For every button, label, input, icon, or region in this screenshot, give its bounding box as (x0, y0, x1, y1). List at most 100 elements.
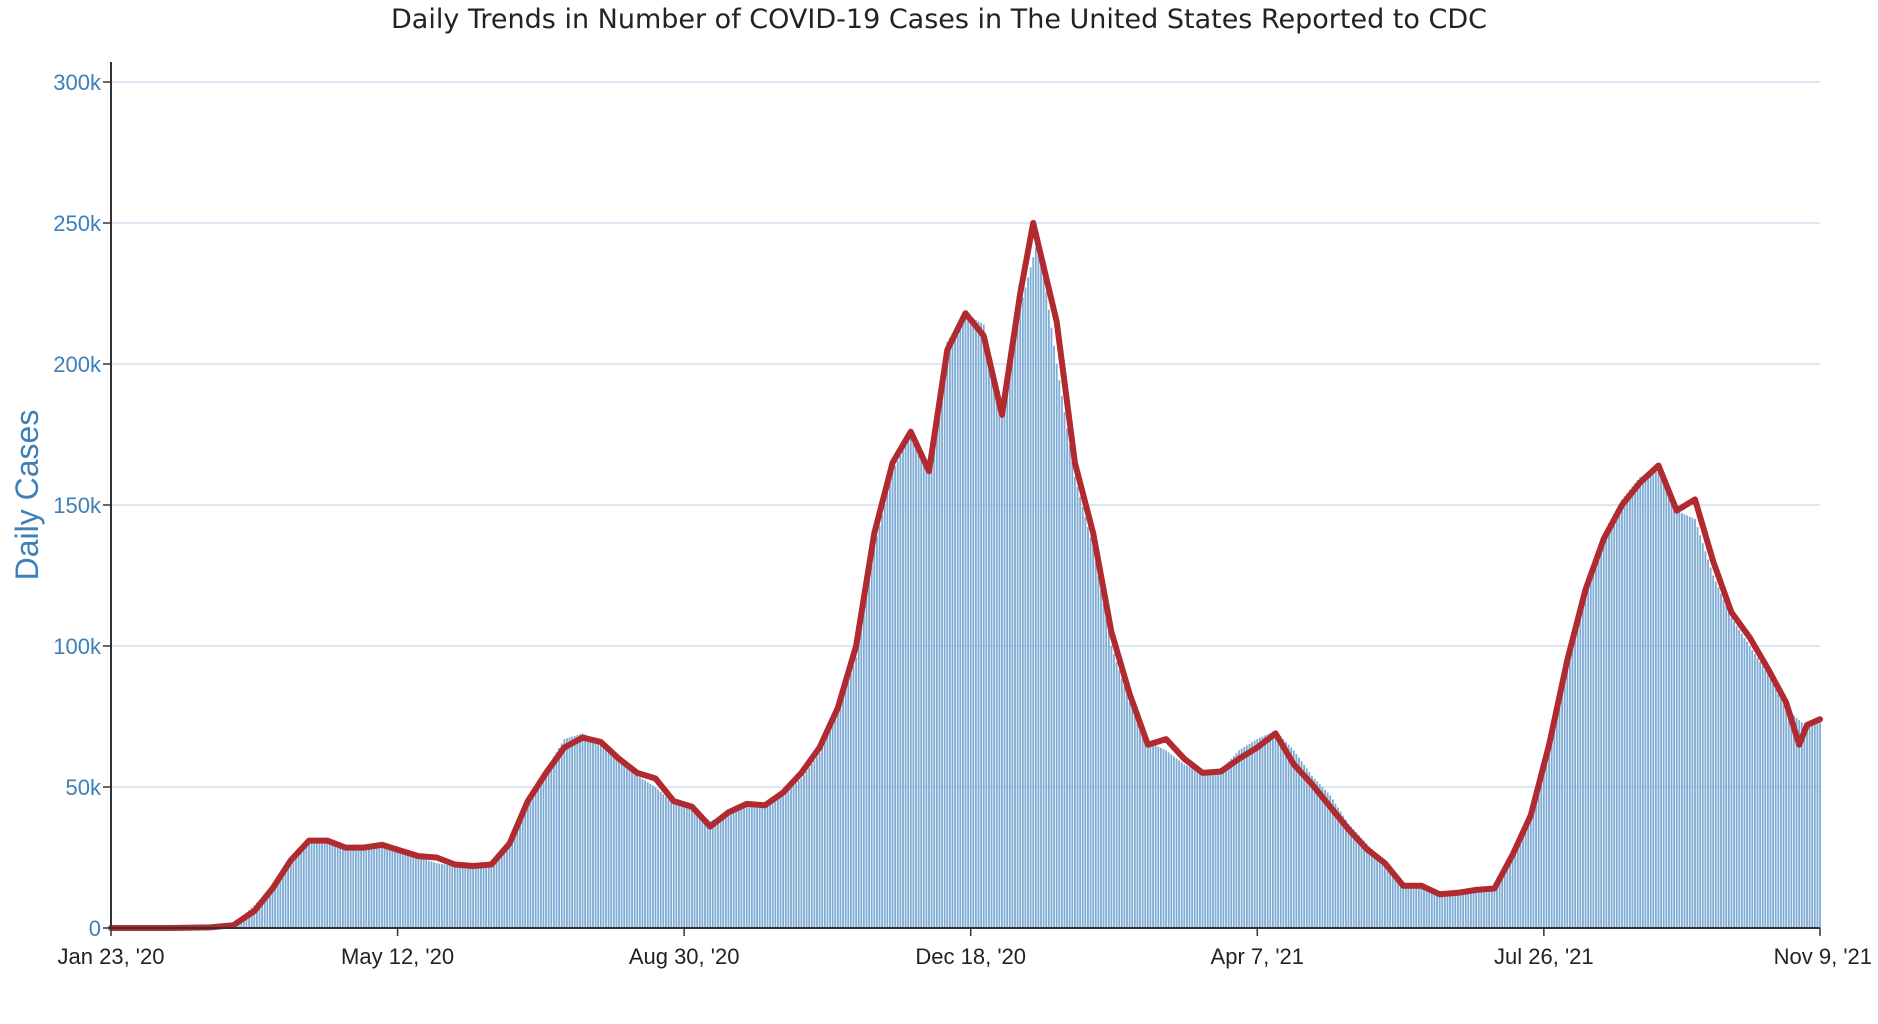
daily-bar (1149, 743, 1152, 928)
daily-bar (1089, 537, 1092, 928)
daily-bar (480, 867, 482, 928)
daily-bar (1691, 517, 1694, 928)
daily-bar (1337, 807, 1339, 928)
daily-bar (803, 774, 805, 928)
daily-bar (990, 359, 993, 928)
daily-bar (1592, 562, 1595, 928)
daily-bar (370, 847, 373, 928)
daily-bar (1555, 701, 1558, 928)
daily-bar (1209, 771, 1212, 928)
daily-bar (1535, 789, 1537, 928)
daily-bar (282, 871, 284, 928)
x-tick-label: Dec 18, '20 (915, 944, 1026, 969)
daily-bar (1584, 583, 1587, 928)
daily-bar (1777, 693, 1780, 928)
daily-bar (1443, 894, 1446, 928)
daily-bar (1047, 309, 1050, 929)
daily-bar (641, 778, 644, 928)
daily-bar (1639, 476, 1642, 928)
daily-bar (1269, 733, 1272, 928)
daily-bar (1464, 892, 1467, 928)
daily-bar (1386, 866, 1389, 928)
daily-bar (1688, 516, 1691, 928)
daily-bar (771, 800, 774, 928)
daily-bar (1717, 587, 1720, 928)
daily-bar (1694, 519, 1696, 928)
daily-bar (831, 724, 834, 928)
daily-bar (1449, 894, 1451, 928)
daily-bar (625, 766, 628, 928)
daily-bar (1720, 593, 1722, 928)
daily-bar (1806, 724, 1808, 928)
daily-bar (381, 846, 383, 928)
daily-bar (1243, 747, 1246, 928)
daily-bar (975, 319, 977, 929)
daily-bar (860, 625, 863, 928)
daily-bar (1631, 486, 1634, 928)
daily-bar (1681, 513, 1683, 928)
daily-bar (1045, 291, 1048, 928)
daily-bar (289, 860, 292, 928)
daily-bar (995, 382, 998, 928)
daily-bar (295, 854, 297, 928)
daily-bar (1178, 760, 1181, 928)
daily-bar (925, 458, 928, 928)
daily-bar (503, 849, 506, 928)
daily-bar (1529, 809, 1532, 928)
daily-bar (683, 807, 686, 928)
daily-bar (691, 809, 693, 928)
daily-bar (1813, 721, 1816, 928)
daily-bar (258, 899, 261, 928)
daily-bar (417, 857, 420, 928)
daily-bar (1232, 755, 1235, 928)
daily-bar (482, 867, 485, 928)
daily-bar (1193, 769, 1196, 928)
daily-bar (1740, 633, 1743, 928)
daily-bar (774, 799, 777, 928)
daily-bar (1587, 576, 1590, 928)
daily-bar (933, 428, 936, 928)
daily-bar (1428, 890, 1431, 928)
daily-bar (581, 733, 584, 928)
daily-bar (787, 790, 790, 928)
daily-bar (339, 844, 342, 928)
daily-bar (438, 863, 441, 928)
daily-bar (1415, 887, 1418, 928)
daily-bar (654, 787, 657, 928)
daily-bar (1522, 827, 1524, 928)
daily-bar (1394, 876, 1397, 928)
daily-bar (610, 751, 613, 928)
daily-bar (896, 460, 899, 928)
daily-bar (1657, 471, 1660, 928)
daily-bar (1285, 741, 1287, 928)
daily-bar (357, 848, 360, 928)
daily-bar (516, 825, 519, 928)
daily-bar (1516, 839, 1519, 928)
daily-bar (404, 853, 407, 928)
daily-bar (714, 819, 717, 928)
daily-bar (620, 761, 623, 928)
daily-bar (1342, 815, 1345, 928)
daily-bar (1206, 772, 1209, 928)
daily-bars (172, 237, 1821, 929)
daily-bar (435, 863, 438, 928)
daily-bar (414, 856, 417, 928)
daily-bar (922, 454, 925, 928)
daily-bar (693, 811, 696, 928)
daily-bar (1608, 523, 1610, 928)
x-tick-label: Jan 23, '20 (58, 944, 165, 969)
daily-bar (1100, 589, 1102, 928)
daily-bar (1662, 482, 1665, 928)
daily-bar (1214, 770, 1217, 928)
daily-bar (623, 763, 626, 928)
daily-bar (1329, 795, 1332, 928)
daily-bar (808, 767, 811, 928)
daily-bar (1141, 730, 1144, 928)
daily-bar (1748, 646, 1751, 928)
daily-bar (709, 820, 712, 928)
daily-bar (1034, 247, 1037, 928)
daily-bar (1183, 764, 1186, 928)
daily-bar (1068, 444, 1071, 928)
daily-bar (1029, 267, 1032, 928)
daily-bar (1704, 551, 1707, 928)
